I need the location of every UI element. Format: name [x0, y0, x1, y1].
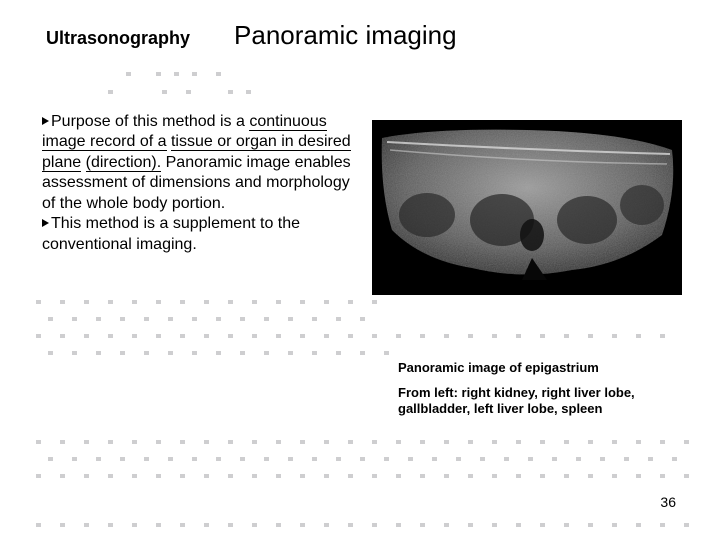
p2-text: This method is a supplement to the conve…	[42, 215, 300, 252]
bullet-icon	[42, 219, 49, 227]
header-subtitle: Ultrasonography	[46, 28, 190, 49]
p1-lead: Purpose of this method is a	[51, 113, 249, 130]
header-title: Panoramic imaging	[234, 20, 457, 51]
paragraph-2: This method is a supplement to the conve…	[42, 214, 362, 255]
bullet-icon	[42, 117, 49, 125]
page-number: 36	[660, 494, 676, 510]
image-caption: Panoramic image of epigastrium From left…	[398, 360, 698, 418]
body-text: Purpose of this method is a continuous i…	[42, 112, 362, 255]
caption-text: From left: right kidney, right liver lob…	[398, 385, 698, 418]
slide-header: Ultrasonography Panoramic imaging	[0, 20, 720, 51]
p1-underline-c: (direction).	[86, 154, 162, 172]
paragraph-1: Purpose of this method is a continuous i…	[42, 112, 362, 214]
caption-title: Panoramic image of epigastrium	[398, 360, 698, 375]
ultrasound-image	[372, 120, 682, 295]
